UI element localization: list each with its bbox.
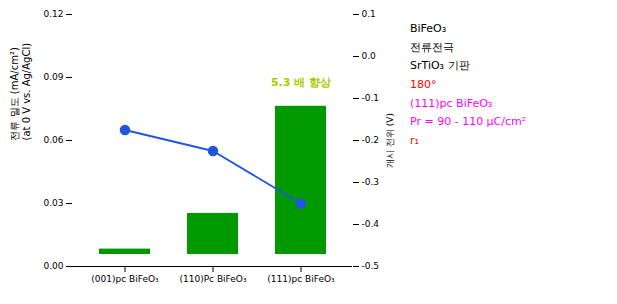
- svg-text:전류 밀도 (mA/cm²)(at 0 V vs. Ag/A: 전류 밀도 (mA/cm²)(at 0 V vs. Ag/AgCl): [9, 43, 32, 141]
- svg-text:0.06: 0.06: [43, 135, 63, 145]
- svg-text:-0.5: -0.5: [362, 261, 380, 271]
- html-text:r₁: r₁: [410, 134, 419, 148]
- svg-text:0.09: 0.09: [43, 72, 63, 82]
- svg-text:(110)Pc BiFeO₃: (110)Pc BiFeO₃: [179, 274, 246, 284]
- svg-text:-0.1: -0.1: [362, 93, 380, 103]
- svg-text:(111)pc BiFeO₃: (111)pc BiFeO₃: [267, 274, 335, 284]
- svg-text:5.3 배 향상: 5.3 배 향상: [271, 76, 331, 89]
- html-text:Pr = 90 - 110 μC/cm²: Pr = 90 - 110 μC/cm²: [410, 115, 527, 129]
- svg-text:-0.4: -0.4: [362, 219, 380, 229]
- svg-text:0.0: 0.0: [362, 51, 377, 61]
- svg-text:(001)pc BiFeO₃: (001)pc BiFeO₃: [91, 274, 159, 284]
- html-text:(111)pc BiFeO₃: (111)pc BiFeO₃: [410, 96, 493, 110]
- svg-text:0.00: 0.00: [43, 261, 63, 271]
- html-text:BiFeO₃: BiFeO₃: [410, 22, 447, 35]
- svg-text:0.03: 0.03: [43, 198, 63, 208]
- html-text:SrTiO₃ 기판: SrTiO₃ 기판: [410, 59, 470, 73]
- svg-text:0.1: 0.1: [362, 9, 376, 19]
- html-text:전류전극: 전류전극: [410, 40, 454, 54]
- svg-text:개시 전위 (V): 개시 전위 (V): [385, 113, 395, 168]
- svg-text:0.12: 0.12: [43, 9, 63, 19]
- svg-text:-0.3: -0.3: [362, 177, 380, 187]
- svg-text:-0.2: -0.2: [362, 135, 380, 145]
- html-text:180°: 180°: [410, 78, 437, 92]
